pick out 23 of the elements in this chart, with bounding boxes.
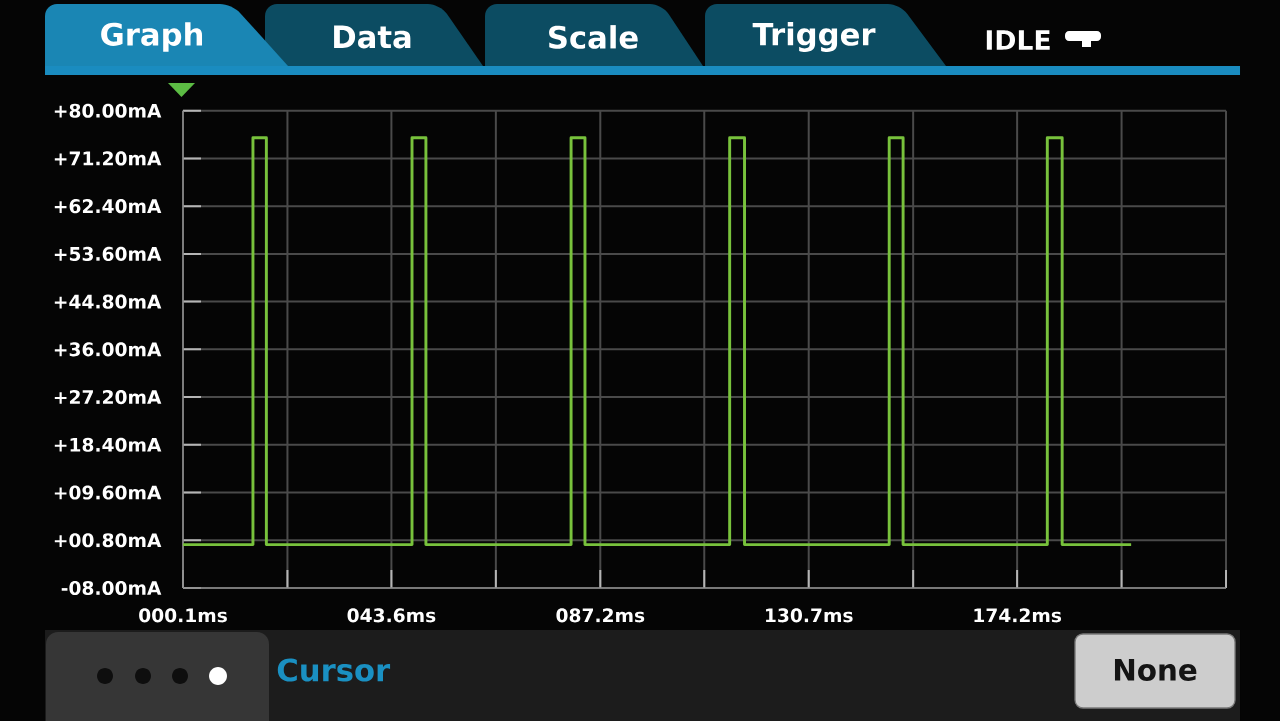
- x-tick-label: 174.2ms: [974, 608, 1062, 623]
- x-tick-label: 130.7ms: [766, 608, 853, 623]
- y-tick-label: -08.00mA: [61, 580, 162, 596]
- y-tick-label: +80.00mA: [54, 103, 162, 118]
- x-tick-label: 043.6ms: [347, 608, 436, 623]
- x-tick-label: 087.2ms: [556, 608, 645, 623]
- y-tick-label: +27.20mA: [54, 390, 162, 405]
- y-tick-label: +71.20mA: [54, 151, 162, 166]
- text: Data: [334, 25, 411, 49]
- y-tick-label: +00.80mA: [54, 533, 162, 548]
- y-tick-label: +62.40mA: [54, 199, 162, 214]
- text: None: [1114, 659, 1197, 681]
- text: IDLE: [986, 30, 1050, 50]
- y-tick-label: +09.60mA: [54, 485, 162, 500]
- y-tick-label: +18.40mA: [54, 437, 162, 452]
- text: Trigger: [752, 22, 876, 52]
- text: Cursor: [277, 658, 391, 682]
- y-tick-label: +44.80mA: [54, 294, 162, 309]
- text: Graph: [101, 22, 203, 52]
- x-tick-label: 000.1ms: [139, 608, 227, 623]
- text: Scale: [549, 25, 638, 49]
- y-tick-label: +36.00mA: [54, 342, 162, 357]
- y-tick-label: +53.60mA: [54, 246, 162, 261]
